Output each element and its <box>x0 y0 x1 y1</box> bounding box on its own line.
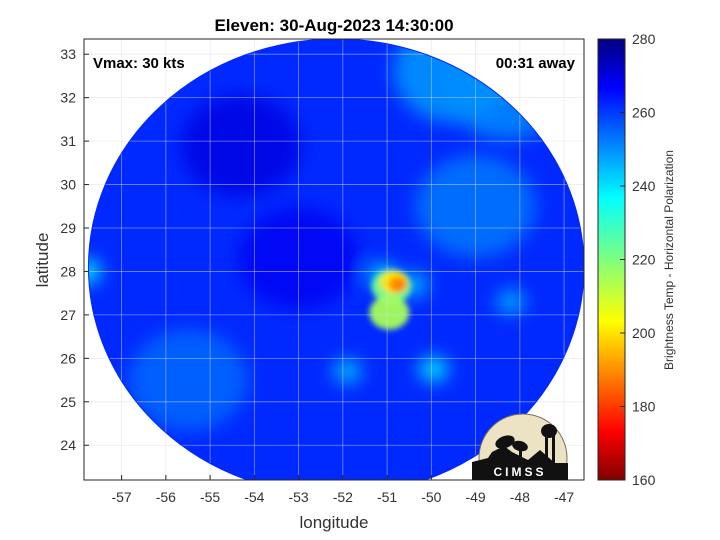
time-away-annotation: 00:31 away <box>496 55 576 72</box>
swath-feature-9 <box>127 329 248 432</box>
colorbar-label: Brightness Temp - Horizontal Polarizatio… <box>662 150 676 370</box>
colorbar-tick-label: 200 <box>632 325 656 341</box>
swath-feature-15 <box>181 94 302 197</box>
plot-frame <box>83 38 585 481</box>
cimss-logo: CIMSS <box>472 413 568 480</box>
colorbar-tick-label: 240 <box>632 178 656 194</box>
x-tick-label: -47 <box>554 489 574 505</box>
colorbar-tick-label: 220 <box>632 252 656 268</box>
y-tick-label: 24 <box>60 437 76 453</box>
y-tick-label: 31 <box>60 133 76 149</box>
vmax-annotation: Vmax: 30 kts <box>93 55 185 72</box>
x-tick-label: -53 <box>288 489 308 505</box>
y-axis-label: latitude <box>33 233 52 288</box>
y-tick-label: 32 <box>60 90 76 106</box>
swath-edge <box>87 39 584 480</box>
swath-feature-0 <box>389 276 408 293</box>
y-tick-label: 30 <box>60 177 76 193</box>
colorbar-ticks: 160 180 200 220 240 260 280 <box>620 31 656 488</box>
colorbar-tick-label: 180 <box>632 399 656 415</box>
x-tick-label: -57 <box>111 489 131 505</box>
swath-feature-13 <box>496 289 525 314</box>
x-tick-label: -51 <box>377 489 397 505</box>
x-tick-label: -48 <box>510 489 530 505</box>
x-axis-ticks: -57 -56 -55 -54 -53 -52 -51 -50 -49 -48 -47 <box>111 475 574 505</box>
colorbar-tick-label: 160 <box>632 472 656 488</box>
colorbar-tick-label: 280 <box>632 31 656 47</box>
y-tick-label: 29 <box>60 220 76 236</box>
y-tick-label: 27 <box>60 307 76 323</box>
logo-text: CIMSS <box>493 465 546 479</box>
swath-feature-12 <box>333 359 362 384</box>
grid-lines <box>84 39 584 480</box>
x-tick-label: -55 <box>200 489 220 505</box>
y-axis-ticks: 24 25 26 27 28 29 30 31 32 33 <box>60 46 89 453</box>
x-tick-label: -49 <box>465 489 485 505</box>
swath-feature-3 <box>369 295 410 330</box>
swath-feature-11 <box>419 357 448 382</box>
x-tick-label: -54 <box>244 489 264 505</box>
y-tick-label: 25 <box>60 394 76 410</box>
y-tick-label: 26 <box>60 350 76 366</box>
x-tick-label: -52 <box>333 489 353 505</box>
x-tick-label: -56 <box>156 489 176 505</box>
chart-title: Eleven: 30-Aug-2023 14:30:00 <box>214 16 453 35</box>
swath-feature-10 <box>88 259 101 284</box>
x-axis-label: longitude <box>299 513 368 532</box>
x-tick-label: -50 <box>421 489 441 505</box>
y-tick-label: 28 <box>60 263 76 279</box>
colorbar-tick-label: 260 <box>632 105 656 121</box>
y-tick-label: 33 <box>60 46 76 62</box>
plot-area <box>84 39 584 480</box>
